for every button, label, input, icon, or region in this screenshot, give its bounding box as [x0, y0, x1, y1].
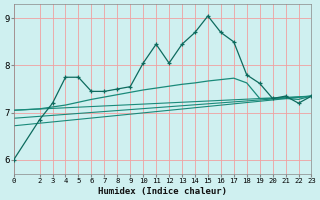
X-axis label: Humidex (Indice chaleur): Humidex (Indice chaleur): [98, 187, 227, 196]
